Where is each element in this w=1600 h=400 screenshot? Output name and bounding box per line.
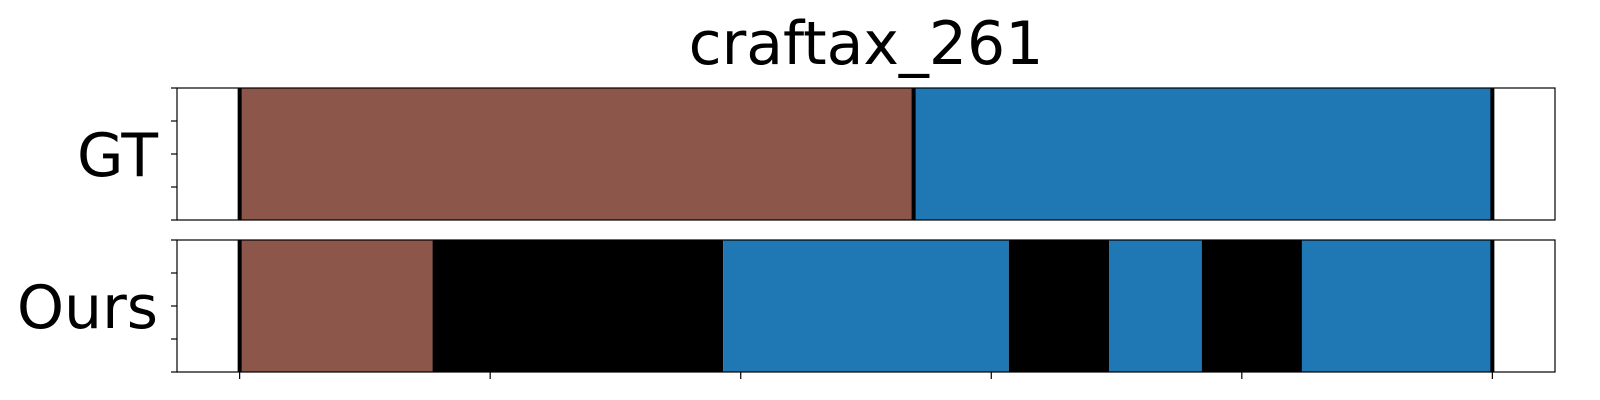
segment-ours-0 — [239, 240, 433, 372]
row-label-ours: Ours — [17, 273, 158, 343]
segment-ours-2 — [723, 240, 1009, 372]
segment-ours-5 — [1201, 240, 1302, 372]
segment-ours-3 — [1008, 240, 1110, 372]
chart-rows: GT Ours — [17, 87, 1556, 379]
segment-ours-6 — [1301, 240, 1493, 372]
row-label-gt: GT — [77, 121, 158, 191]
row-gt: GT — [77, 87, 1556, 221]
chart-title: craftax_261 — [689, 9, 1044, 79]
row-ours: Ours — [17, 239, 1556, 379]
segment-ours-1 — [432, 240, 724, 372]
segment-gt-1 — [913, 88, 1493, 220]
segment-gt-0 — [239, 88, 914, 220]
segment-ours-4 — [1109, 240, 1202, 372]
